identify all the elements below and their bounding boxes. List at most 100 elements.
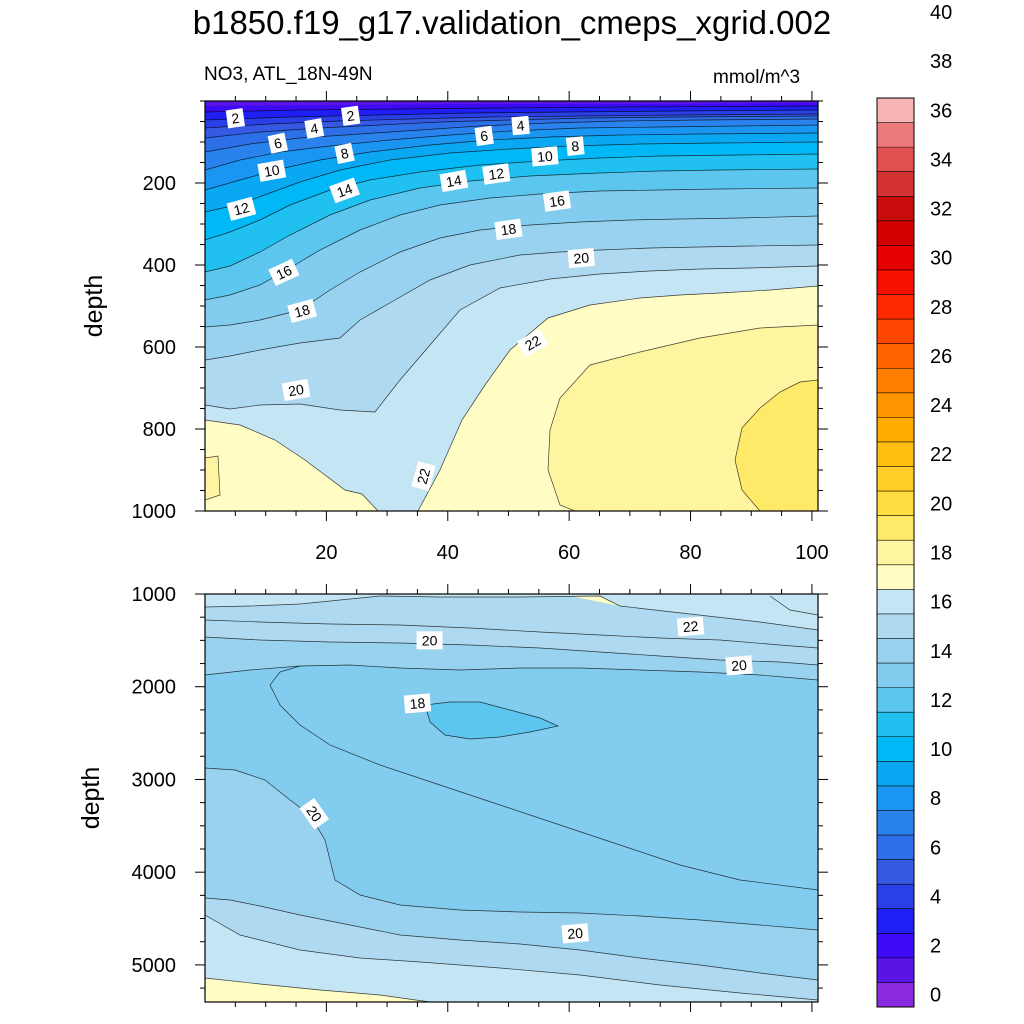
colorbar-label: 32 <box>930 199 952 221</box>
contour-label-bg <box>281 378 311 402</box>
contour-label: 8 <box>565 136 585 156</box>
contour-label: 18 <box>287 298 317 323</box>
colorbar-swatch <box>877 687 914 713</box>
contour-label-text: 8 <box>571 138 581 155</box>
contour-label-bg <box>494 218 523 241</box>
contour-label: 20 <box>725 655 753 676</box>
contour-label-bg <box>531 146 559 167</box>
colorbar-label: 34 <box>930 149 952 171</box>
contour-label: 10 <box>531 146 559 167</box>
contour-label-text: 2 <box>346 107 356 124</box>
upper-y-axis-label: depth <box>80 275 108 338</box>
lower-y-axis-label: depth <box>77 767 105 830</box>
colorbar-swatch <box>877 98 914 123</box>
y-tick-label: 200 <box>143 173 176 195</box>
contour-label-text: 10 <box>536 148 553 165</box>
colorbar-label: 28 <box>930 297 952 319</box>
colorbar-swatch <box>877 392 914 418</box>
contour-label-bg <box>411 461 436 492</box>
contour-label-bg <box>257 159 287 182</box>
y-tick-label: 800 <box>143 419 176 441</box>
colorbar-swatch <box>877 859 914 885</box>
contour-label-text: 18 <box>409 695 426 712</box>
colorbar-label: 22 <box>930 444 952 466</box>
contour-label: 20 <box>299 797 330 830</box>
contour-label: 2 <box>340 105 361 126</box>
contour-label: 20 <box>416 631 443 650</box>
chart-title: b1850.f19_g17.validation_cmeps_xgrid.002 <box>192 4 832 41</box>
colorbar-swatch <box>877 417 914 443</box>
colorbar-swatch <box>877 122 914 148</box>
contour-label-bg <box>304 118 325 139</box>
lower-panel-fills <box>205 594 818 1002</box>
colorbar-swatch <box>877 245 914 271</box>
contour-label-text: 6 <box>272 135 283 152</box>
colorbar-labels: 0246810121416182022242628303234363840424… <box>930 2 952 1007</box>
colorbar-label: 10 <box>930 739 952 761</box>
contour-label-bg <box>267 132 289 154</box>
colorbar-swatch <box>877 957 914 983</box>
colorbar-label: 24 <box>930 395 952 417</box>
y-tick-label: 1000 <box>132 584 177 606</box>
lower-panel-contour-labels: 20 22 20 18 20 20 <box>299 616 753 944</box>
x-tick-label: 80 <box>679 542 701 564</box>
contour-label-bg <box>225 108 246 129</box>
contour-label-bg <box>676 616 705 637</box>
contour-label-bg <box>299 797 330 830</box>
contour-label: 22 <box>411 461 436 492</box>
colorbar-label: 4 <box>930 886 941 908</box>
colorbar <box>876 97 915 1008</box>
x-tick-label: 100 <box>795 542 828 564</box>
contour-label-bg <box>439 169 469 193</box>
contour-label: 20 <box>281 378 311 402</box>
x-tick-label: 60 <box>558 542 580 564</box>
colorbar-swatch <box>877 712 914 738</box>
colorbar-label: 2 <box>930 936 941 958</box>
contour-label-text: 20 <box>573 249 590 266</box>
contour-label: 20 <box>561 923 589 944</box>
colorbar-swatch <box>877 982 914 1008</box>
contour-label: 6 <box>267 132 289 154</box>
colorbar-label: 16 <box>930 592 952 614</box>
contour-label-text: 16 <box>548 192 566 210</box>
colorbar-swatch <box>877 613 914 639</box>
contour-label-text: 12 <box>232 199 251 219</box>
colorbar-swatch <box>877 933 914 959</box>
contour-label-text: 4 <box>516 117 525 134</box>
contour-label-bg <box>482 163 511 185</box>
contour-label: 10 <box>257 159 287 182</box>
colorbar-swatch <box>877 785 914 811</box>
colorbar-label: 30 <box>930 248 952 270</box>
colorbar-swatch <box>877 319 914 345</box>
contour-label: 16 <box>268 258 300 287</box>
contour-label-text: 16 <box>273 262 294 283</box>
contour-label-text: 2 <box>230 110 240 127</box>
units-label: mmol/m^3 <box>713 67 801 88</box>
colorbar-swatch <box>877 736 914 762</box>
colorbar-label: 26 <box>930 346 952 368</box>
colorbar-label: 18 <box>930 543 952 565</box>
contour-label-text: 22 <box>522 332 544 354</box>
contour-label: 6 <box>474 125 494 146</box>
contour-label-text: 20 <box>567 925 584 942</box>
colorbar-label: 14 <box>930 641 952 663</box>
contour-label-bg <box>474 125 494 146</box>
contour-label: 20 <box>567 247 596 269</box>
contour-label-bg <box>334 142 355 165</box>
y-tick-label: 2000 <box>132 677 177 699</box>
contour-label-text: 4 <box>309 120 320 137</box>
colorbar-swatch <box>877 515 914 541</box>
lower-panel-contour-lines <box>205 595 818 1002</box>
colorbar-swatch <box>877 441 914 467</box>
contour-label-text: 8 <box>339 145 350 162</box>
axis-ticks <box>195 91 828 1012</box>
contour-label: 8 <box>334 142 355 165</box>
y-tick-label: 400 <box>143 255 176 277</box>
contour-label-text: 12 <box>488 165 506 183</box>
colorbar-swatch <box>877 540 914 566</box>
colorbar-swatch <box>877 491 914 517</box>
contour-label: 22 <box>516 328 549 358</box>
colorbar-label: 8 <box>930 788 941 810</box>
y-tick-label: 1000 <box>132 501 177 523</box>
